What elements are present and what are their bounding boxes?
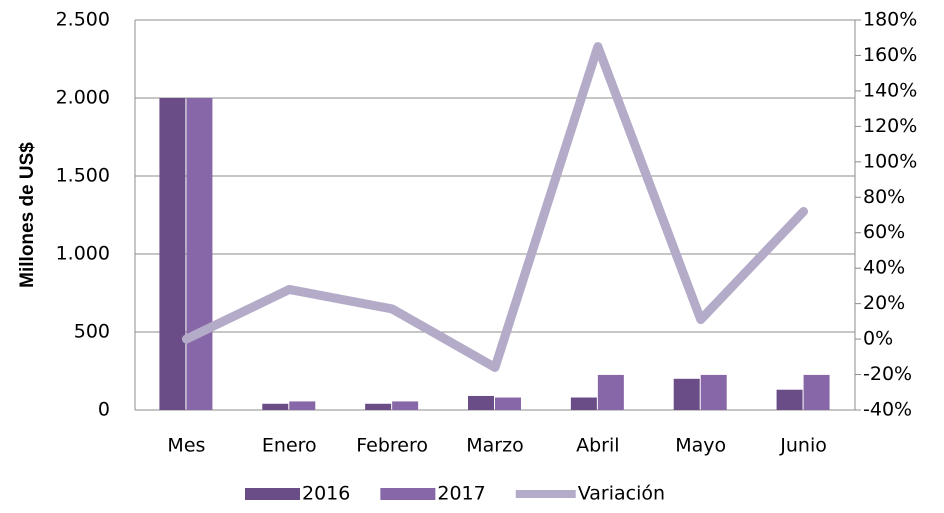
legend-swatch [380, 488, 436, 500]
y-tick-label: 0 [98, 399, 110, 421]
bar [570, 397, 597, 410]
y2-tick-label: -20% [863, 363, 912, 385]
y2-tick-label: 140% [863, 79, 917, 101]
y-tick-label: 500 [74, 321, 110, 343]
y2-tick-label: 180% [863, 9, 917, 31]
y2-tick-label: 100% [863, 150, 917, 172]
legend-label: 2016 [302, 483, 350, 505]
bar [289, 401, 316, 410]
y-axis-title: Millones de US$ [17, 142, 38, 288]
bar [776, 389, 803, 410]
bar [597, 374, 624, 410]
bar [262, 403, 289, 410]
bar [700, 374, 727, 410]
legend-swatch [245, 488, 300, 500]
y2-tick-label: 20% [863, 292, 905, 314]
y-tick-label: 1.500 [56, 165, 110, 187]
y-tick-label: 1.000 [56, 243, 110, 265]
legend-label: 2017 [437, 483, 485, 505]
x-tick-label: Mes [167, 435, 205, 457]
x-tick-label: Enero [262, 435, 317, 457]
x-tick-label: Abril [576, 435, 619, 457]
legend-label: Variación [578, 483, 665, 505]
x-tick-label: Mayo [675, 435, 726, 457]
y2-tick-label: -40% [863, 399, 912, 421]
y-tick-label: 2.500 [56, 9, 110, 31]
y-tick-label: 2.000 [56, 87, 110, 109]
y2-tick-label: 160% [863, 44, 917, 66]
x-tick-label: Febrero [356, 435, 428, 457]
bar [673, 378, 700, 410]
bar [159, 98, 186, 410]
y2-tick-label: 60% [863, 221, 905, 243]
y2-tick-label: 80% [863, 186, 905, 208]
y2-tick-label: 120% [863, 115, 917, 137]
y2-tick-label: 0% [863, 328, 893, 350]
bar [392, 401, 419, 410]
bar [186, 98, 213, 410]
bar [803, 374, 830, 410]
bar [495, 397, 521, 410]
bar [365, 403, 392, 410]
x-tick-label: Junio [779, 435, 827, 457]
y2-tick-label: 40% [863, 257, 905, 279]
x-tick-label: Marzo [466, 435, 523, 457]
line-series [181, 42, 809, 372]
bar [468, 395, 494, 410]
